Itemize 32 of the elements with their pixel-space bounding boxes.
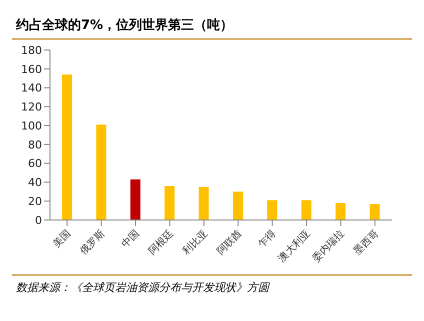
y-tick-label: 180 [21,44,42,57]
bar [96,124,106,220]
x-tick-label: 乍得 [256,228,278,250]
x-tick-label: 中国 [118,228,142,250]
bar [232,192,243,220]
x-tick-label: 阿根廷 [146,228,176,258]
x-tick-label: 阿联酋 [214,228,244,258]
x-tick-label: 俄罗斯 [78,228,108,258]
x-tick-label: 委内瑞拉 [310,228,347,264]
bar [198,186,209,220]
x-tick-label: 澳大利亚 [276,228,313,264]
y-tick-label: 40 [28,176,42,190]
bar [62,74,72,220]
y-tick-label: 120 [21,100,42,114]
bar [164,186,175,220]
bar [370,204,380,220]
y-tick-label: 0 [35,214,42,227]
y-tick-label: 60 [28,157,42,170]
x-tick-label: 美国 [50,228,74,250]
source-note: 数据来源：《全球页岩油资源分布与开发现状》方圆 [15,280,271,295]
y-tick-label: 160 [21,62,42,76]
x-tick-label: 墨西哥 [352,228,382,258]
y-tick-label: 140 [21,82,42,95]
bar [130,179,140,220]
y-tick-label: 100 [21,119,42,132]
y-tick-label: 80 [28,138,42,152]
x-tick-label: 利比亚 [180,228,210,258]
chart-title: 约占全球的7%，位列世界第三（吨） [14,17,234,35]
bar [267,200,278,220]
y-tick-label: 20 [28,195,42,208]
bar [301,200,312,220]
bar [336,203,346,220]
